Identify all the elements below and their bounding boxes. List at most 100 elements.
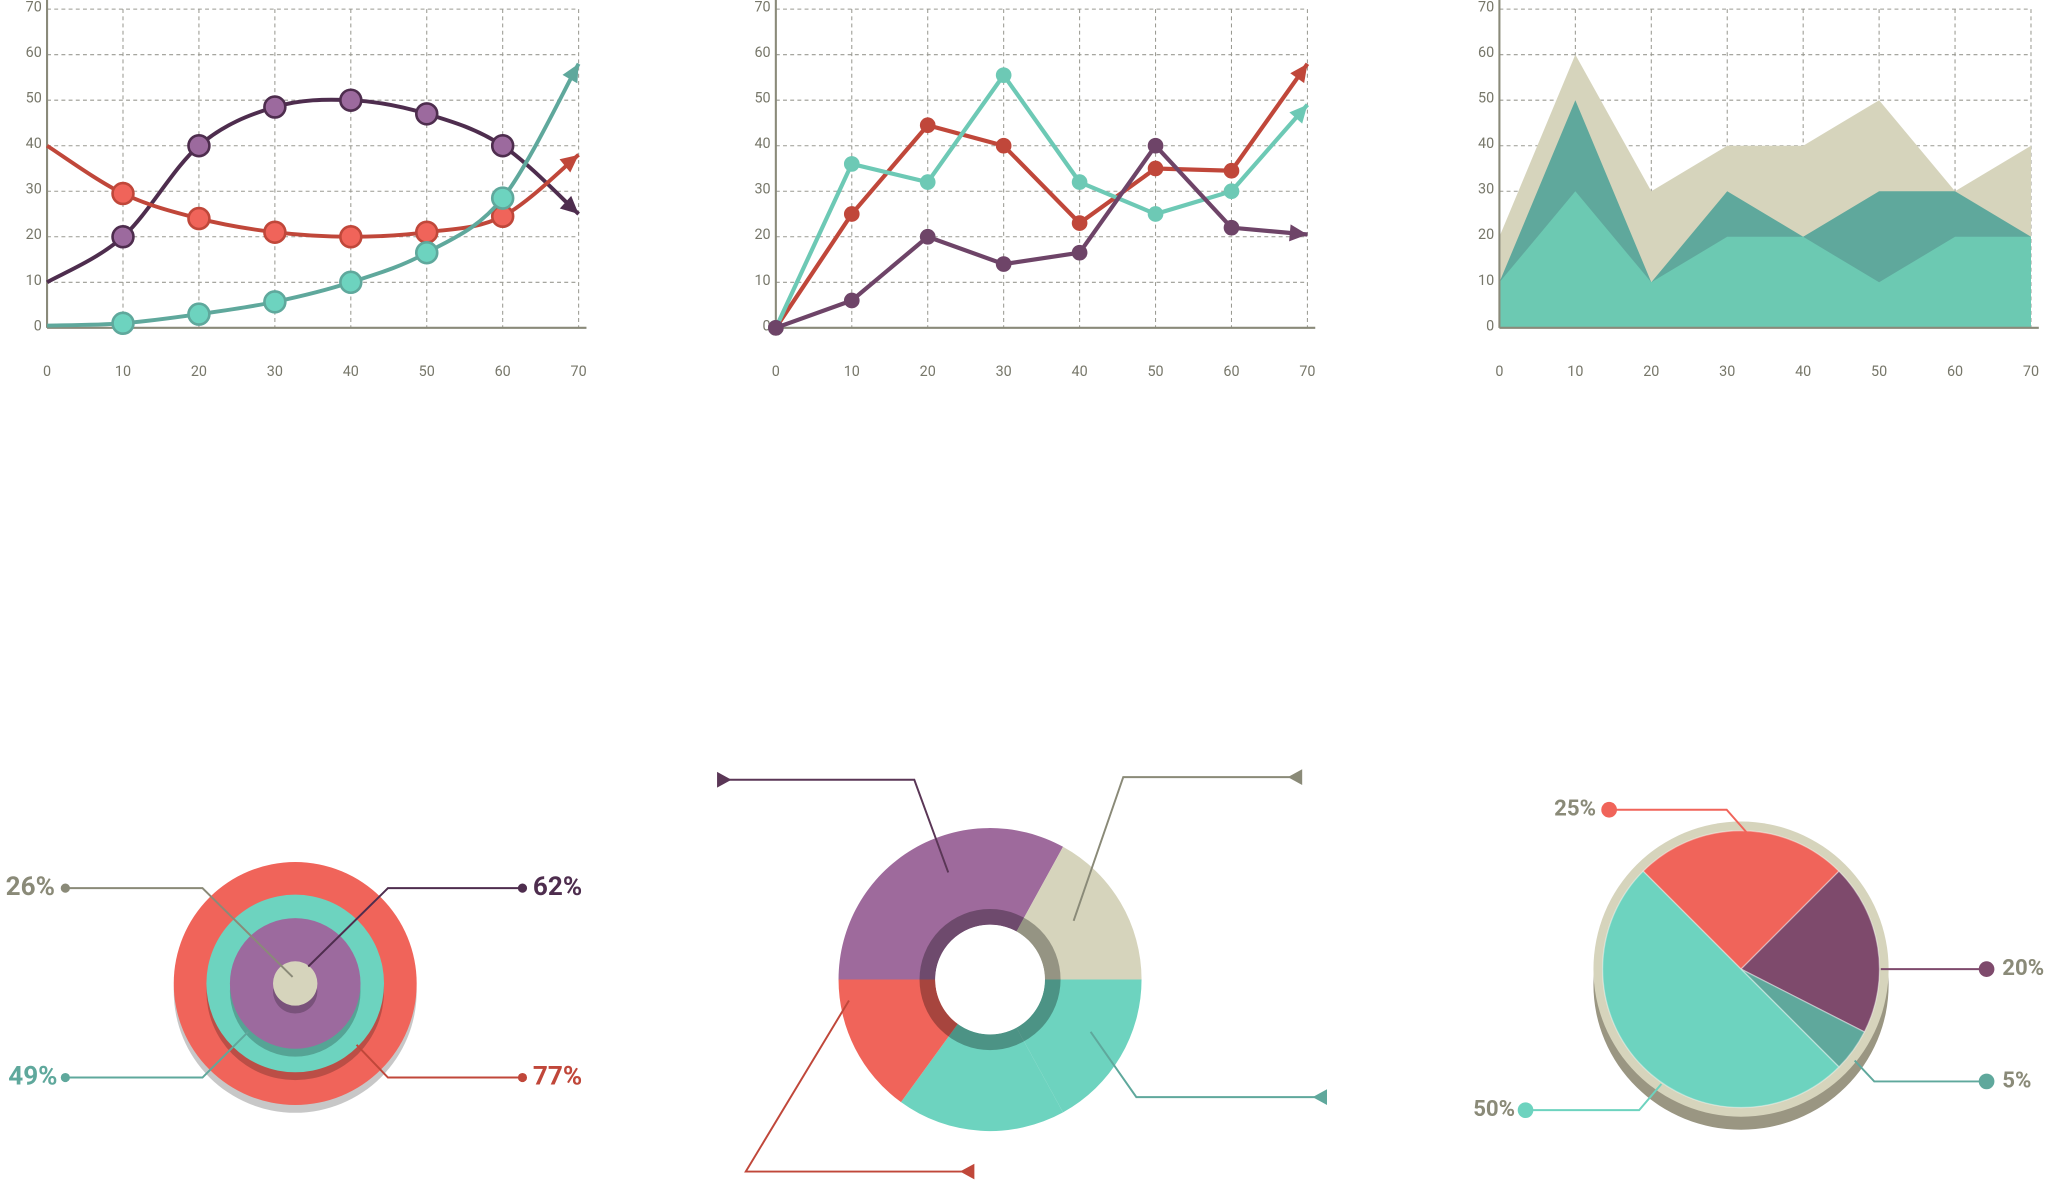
leader-line (1525, 1083, 1663, 1112)
y-tick-label: 30 (1478, 181, 1494, 198)
y-tick-label: 50 (754, 90, 770, 107)
callout-line (744, 999, 974, 1173)
callout-arrow (1312, 1089, 1328, 1105)
data-point (843, 206, 860, 222)
y-tick-label: 70 (754, 0, 770, 16)
data-point (187, 206, 211, 231)
y-tick-label: 0 (1486, 317, 1494, 334)
leader-dot (1517, 1102, 1534, 1119)
data-point (263, 290, 287, 314)
leader-dot (60, 1072, 70, 1083)
data-point (1223, 219, 1240, 236)
data-point (1223, 162, 1240, 179)
donut-segment (838, 828, 1064, 980)
series-line (774, 62, 1310, 329)
donut-segment (900, 1023, 1064, 1132)
callout-line (1089, 1031, 1326, 1099)
data-point (919, 228, 936, 245)
x-tick-label: 60 (1223, 363, 1239, 380)
leader-line (355, 1044, 523, 1079)
x-tick-label: 0 (772, 363, 780, 380)
x-tick-label: 70 (2023, 363, 2039, 380)
x-tick-label: 20 (920, 363, 936, 380)
y-tick-label: 40 (754, 135, 770, 152)
data-point (414, 102, 439, 126)
data-point (1147, 206, 1164, 222)
x-tick-label: 70 (1299, 363, 1315, 380)
y-tick-label: 60 (754, 44, 770, 61)
data-point (1223, 183, 1240, 200)
data-point (111, 181, 135, 206)
leader-line (65, 1031, 249, 1079)
y-tick-label: 10 (26, 272, 42, 289)
x-tick-label: 0 (1495, 363, 1503, 380)
data-point (339, 225, 363, 249)
chart: 0 10 20 30 40 50 60 70 0 10 20 30 40 50 60 70 (754, 0, 1315, 380)
value-label: 49% (8, 1061, 57, 1091)
donut-segment (1016, 846, 1142, 980)
y-tick-label: 30 (754, 181, 770, 198)
pie-slice (1642, 830, 1840, 971)
value-label: 26% (6, 872, 55, 902)
data-point (490, 133, 515, 158)
chart: 0 10 20 30 40 50 60 70 0 10 20 30 40 50 60 70 (26, 0, 587, 380)
x-tick-label: 30 (996, 363, 1012, 380)
data-point (843, 156, 860, 172)
series-arrow (1290, 63, 1308, 84)
x-tick-label: 0 (43, 363, 51, 380)
y-tick-label: 0 (763, 317, 771, 334)
y-tick-label: 10 (1478, 272, 1494, 289)
data-point (187, 302, 211, 326)
series-arrow (559, 195, 579, 215)
x-tick-label: 60 (1947, 363, 1963, 380)
leader-line (307, 887, 523, 968)
leader-line (1609, 808, 1747, 833)
series-arrow (559, 154, 579, 173)
callout-line (1072, 776, 1301, 922)
x-tick-label: 50 (419, 363, 435, 380)
y-tick-label: 70 (1478, 0, 1494, 16)
hole (935, 924, 1045, 1035)
data-point (843, 292, 860, 309)
leader-dot (60, 883, 70, 893)
callout-arrow (717, 771, 732, 788)
data-point (339, 270, 363, 295)
leader-dot (517, 883, 528, 893)
data-point (187, 133, 211, 158)
donut-segment (1016, 979, 1142, 1113)
data-point (339, 88, 363, 112)
leader-line (1853, 1059, 1987, 1083)
chart: 0 10 20 30 40 50 60 70 0 10 20 30 40 50 60 70 (1478, 0, 2039, 380)
pie-slice (1740, 968, 1866, 1068)
data-point (919, 174, 936, 190)
y-tick-label: 0 (34, 317, 42, 334)
data-point (414, 220, 439, 244)
data-point (1147, 160, 1164, 177)
data-point (1071, 174, 1088, 190)
y-tick-label: 60 (1478, 44, 1494, 61)
callout-arrow (960, 1163, 975, 1180)
value-label: 50% (1473, 1096, 1515, 1122)
data-point (1071, 215, 1088, 231)
series-arrow (562, 63, 579, 84)
data-point (995, 67, 1012, 83)
x-tick-label: 30 (1719, 363, 1735, 380)
data-point (995, 137, 1012, 154)
x-tick-label: 10 (115, 363, 131, 380)
leader-dot (1978, 1073, 1995, 1090)
x-tick-label: 30 (267, 363, 283, 380)
value-label: 20% (2002, 955, 2044, 981)
y-tick-label: 10 (754, 272, 770, 289)
data-point (263, 95, 287, 119)
x-tick-label: 40 (343, 363, 359, 380)
series-arrow (1289, 224, 1308, 242)
y-tick-label: 20 (754, 226, 770, 243)
inner-ring (919, 909, 1061, 1051)
x-tick-label: 10 (1567, 363, 1583, 380)
x-tick-label: 20 (1643, 363, 1659, 380)
area (1499, 191, 2031, 328)
leader-line (65, 887, 294, 978)
x-tick-label: 40 (1072, 363, 1088, 380)
data-point (111, 225, 135, 249)
